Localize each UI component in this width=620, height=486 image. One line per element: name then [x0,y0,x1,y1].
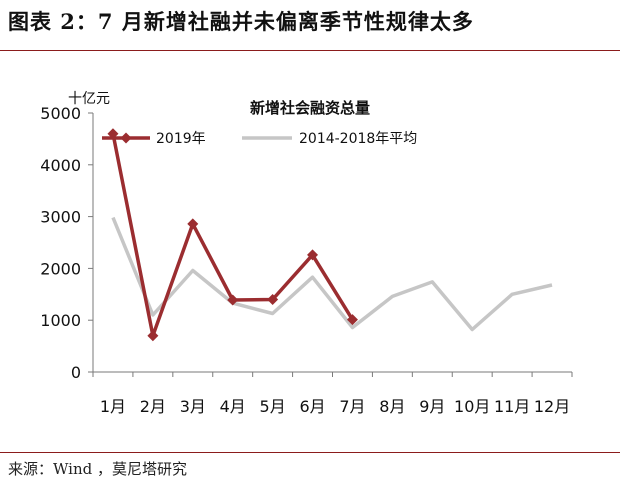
y-tick-label-3: 3000 [40,208,81,227]
series-0-point-1 [147,330,159,342]
series-0-point-6 [346,314,358,326]
source-note: 来源：Wind ，莫尼塔研究 [8,460,187,478]
legend-label-1: 2014-2018年平均 [299,131,417,147]
series-0-point-2 [187,218,199,230]
y-tick-label-1: 1000 [40,311,81,330]
figure-title: 图表 2：7 月新增社融并未偏离季节性规律太多 [8,9,474,34]
y-unit-label: 十亿元 [68,91,110,107]
y-tick-label-0: 0 [71,363,81,382]
x-tick-label-7: 8月 [379,397,405,416]
x-tick-label-3: 4月 [220,397,246,416]
x-tick-label-11: 12月 [534,397,570,416]
series-0-point-3 [227,294,239,306]
legend: 2019年 2014-2018年平均 [102,131,417,147]
x-tick-label-9: 10月 [454,397,490,416]
x-tick-label-2: 3月 [180,397,206,416]
x-tick-labels: 1月 2月 3月 4月 5月 6月 7月 8月 9月 10月 11月 12月 [100,397,570,416]
x-tick-label-5: 6月 [299,397,325,416]
source-rule [0,452,620,453]
legend-label-0: 2019年 [156,131,206,147]
chart-title: 新增社会融资总量 [250,99,370,117]
series-0-point-4 [267,293,279,305]
y-tick-label-5: 5000 [40,104,81,123]
series-layer [107,128,553,342]
x-tick-label-4: 5月 [260,397,286,416]
series-0-point-5 [307,249,319,261]
x-tick-label-1: 2月 [140,397,166,416]
title-rule [0,50,620,51]
y-tick-label-2: 2000 [40,259,81,278]
y-tick-label-4: 4000 [40,156,81,175]
series-line-1 [111,216,553,332]
axes [88,112,573,377]
series-0 [107,128,358,342]
x-tick-label-6: 7月 [339,397,365,416]
x-tick-label-10: 11月 [494,397,530,416]
x-tick-label-8: 9月 [419,397,445,416]
legend-marker-0 [120,132,132,144]
x-tick-label-0: 1月 [100,397,126,416]
y-tick-labels: 0 1000 2000 3000 4000 5000 [40,104,81,382]
series-1 [111,216,553,332]
